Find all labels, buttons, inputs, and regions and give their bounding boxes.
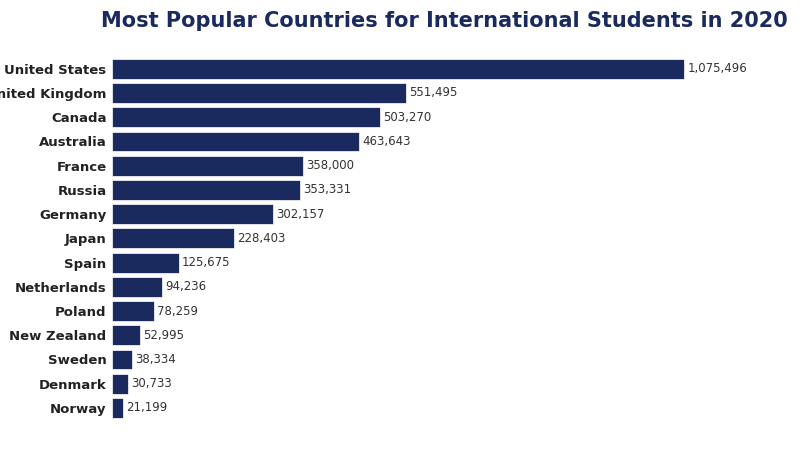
Bar [112, 180, 300, 200]
Bar [112, 301, 154, 321]
Bar [112, 398, 123, 418]
Bar [112, 156, 302, 176]
Bar [112, 83, 406, 103]
Bar [112, 228, 234, 248]
Text: 353,331: 353,331 [303, 183, 351, 197]
Bar [112, 374, 128, 394]
Text: 1,075,496: 1,075,496 [688, 62, 747, 75]
Text: 94,236: 94,236 [166, 280, 206, 293]
Bar [112, 350, 133, 370]
Text: 52,995: 52,995 [143, 329, 184, 342]
Text: 228,403: 228,403 [237, 232, 285, 245]
Text: 78,259: 78,259 [157, 305, 198, 317]
Title: Most Popular Countries for International Students in 2020: Most Popular Countries for International… [101, 11, 787, 31]
Bar [112, 132, 358, 151]
Text: 358,000: 358,000 [306, 159, 354, 172]
Text: 302,157: 302,157 [276, 207, 324, 221]
Text: 21,199: 21,199 [126, 401, 168, 415]
Text: 503,270: 503,270 [383, 111, 431, 123]
Text: 30,733: 30,733 [131, 377, 172, 390]
Bar [112, 107, 380, 127]
Bar [112, 277, 162, 297]
Bar [112, 204, 273, 224]
Text: 551,495: 551,495 [409, 86, 457, 99]
Bar [112, 326, 140, 345]
Bar [112, 252, 179, 272]
Bar [112, 59, 685, 79]
Text: 38,334: 38,334 [135, 353, 176, 366]
Text: 125,675: 125,675 [182, 256, 230, 269]
Text: 463,643: 463,643 [362, 135, 410, 148]
